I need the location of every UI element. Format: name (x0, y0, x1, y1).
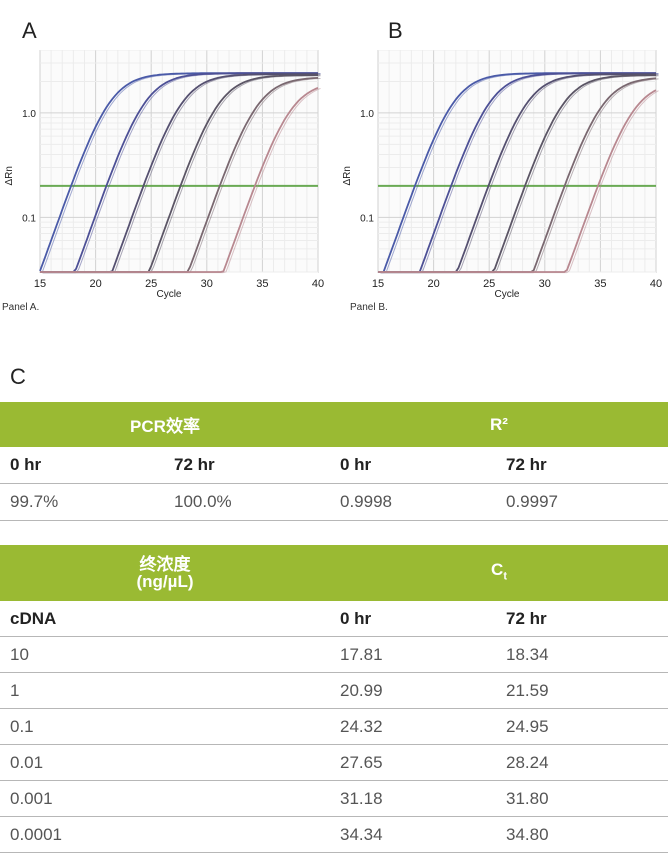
table-row: 1 20.99 21.59 (0, 672, 668, 709)
amplification-curve (378, 89, 657, 273)
table-row: 10 17.81 18.34 (0, 636, 668, 673)
table-cell: 0.9997 (496, 483, 668, 521)
pcr-efficiency-header: PCR效率 (0, 402, 330, 447)
table-cell: 20.99 (330, 672, 496, 709)
y-tick-label: 1.0 (360, 109, 374, 120)
table-row: 0.01 27.65 28.24 (0, 744, 668, 781)
table-row: 0.001 31.18 31.80 (0, 780, 668, 817)
efficiency-header-row: PCR效率 R² (0, 402, 668, 447)
plot-area (377, 50, 657, 273)
table-row: 99.7% 100.0% 0.9998 0.9997 (0, 483, 668, 521)
table-cell: 34.34 (330, 816, 496, 853)
x-axis-label: Cycle (156, 289, 181, 300)
table-cell: 0.0001 (0, 816, 330, 853)
y-tick-label: 0.1 (22, 213, 36, 224)
table-cell: 34.80 (496, 816, 668, 853)
panel-a-caption: Panel A. (2, 302, 40, 313)
subheader-cell: 72 hr (496, 601, 668, 637)
x-tick-label: 20 (427, 278, 439, 290)
table-cell: 0.9998 (330, 483, 496, 521)
panel-b-caption: Panel B. (350, 302, 388, 313)
x-tick-label: 40 (312, 278, 324, 290)
amplification-curve (378, 72, 656, 273)
final-concentration-header: 终浓度 (ng/µL) (0, 545, 330, 601)
table-row: 0.0001 34.34 34.80 (0, 816, 668, 853)
x-tick-label: 35 (256, 278, 268, 290)
ct-header-row: 终浓度 (ng/µL) Ct (0, 545, 668, 601)
subheader-cell: 0 hr (330, 447, 496, 484)
table-cell: 27.65 (330, 744, 496, 781)
table-cell: 24.95 (496, 708, 668, 745)
x-tick-label: 30 (201, 278, 213, 290)
ct-subheader-row: cDNA 0 hr 72 hr (0, 601, 668, 637)
table-cell: 31.80 (496, 780, 668, 817)
section-c-letter: C (10, 364, 26, 389)
y-tick-label: 0.1 (360, 213, 374, 224)
table-cell: 31.18 (330, 780, 496, 817)
table-cell: 0.1 (0, 708, 330, 745)
amplification-plot-b: 15 20 25 30 35 40 1.0 0.1 Cycle ΔRn (342, 50, 662, 300)
x-tick-label: 20 (89, 278, 101, 290)
amplification-plot-a: 15 20 25 30 35 40 1.0 0.1 Cycle ΔRn (4, 50, 324, 300)
subheader-cell: 72 hr (164, 447, 330, 484)
table-cell: 0.001 (0, 780, 330, 817)
x-tick-label: 25 (483, 278, 495, 290)
table-cell: 21.59 (496, 672, 668, 709)
y-axis-label: ΔRn (342, 166, 353, 185)
table-row: 0.1 24.32 24.95 (0, 708, 668, 745)
amplification-curve-replicate (380, 90, 659, 274)
ct-header: Ct (330, 545, 668, 601)
table-cell: 18.34 (496, 636, 668, 673)
table-cell: 17.81 (330, 636, 496, 673)
amplification-curve (40, 86, 319, 273)
efficiency-subheader-row: 0 hr 72 hr 0 hr 72 hr (0, 447, 668, 484)
panel-a-letter: A (22, 18, 37, 43)
x-tick-label: 25 (145, 278, 157, 290)
table-cell: 99.7% (0, 483, 164, 521)
table-cell: 28.24 (496, 744, 668, 781)
x-tick-label: 35 (594, 278, 606, 290)
x-tick-label: 30 (539, 278, 551, 290)
ct-header-subscript: t (503, 570, 507, 583)
subheader-cell: cDNA (0, 601, 330, 637)
amplification-curve (40, 72, 318, 273)
x-tick-label: 15 (34, 278, 46, 290)
plot-area (39, 50, 319, 273)
table-cell: 100.0% (164, 483, 330, 521)
efficiency-table: PCR效率 R² 0 hr 72 hr 0 hr 72 hr 99.7% 100… (0, 402, 668, 521)
x-tick-label: 15 (372, 278, 384, 290)
x-axis-label: Cycle (494, 289, 519, 300)
subheader-cell: 72 hr (496, 447, 668, 484)
final-concentration-label: 终浓度 (139, 555, 191, 574)
ct-table: 终浓度 (ng/µL) Ct cDNA 0 hr 72 hr 10 17.81 … (0, 545, 668, 853)
final-concentration-unit: (ng/µL) (136, 572, 194, 591)
table-cell: 10 (0, 636, 330, 673)
y-axis-label: ΔRn (4, 166, 15, 185)
table-cell: 0.01 (0, 744, 330, 781)
table-cell: 24.32 (330, 708, 496, 745)
x-tick-label: 40 (650, 278, 662, 290)
subheader-cell: 0 hr (0, 447, 164, 484)
amplification-curve-replicate (42, 87, 321, 274)
subheader-cell: 0 hr (330, 601, 496, 637)
ct-header-label: C (491, 559, 504, 579)
y-tick-label: 1.0 (22, 109, 36, 120)
table-cell: 1 (0, 672, 330, 709)
panel-b-letter: B (388, 18, 403, 43)
r-squared-header: R² (330, 402, 668, 447)
